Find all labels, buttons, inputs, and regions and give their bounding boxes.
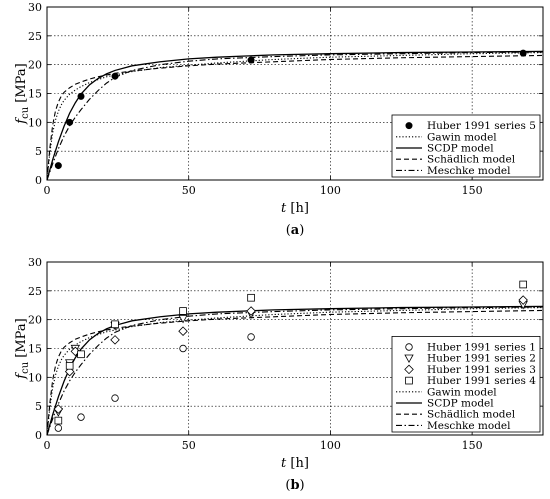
y-tick-label: 30: [28, 1, 42, 14]
series-line-scdp-model: [46, 50, 544, 181]
y-tick-label: 15: [28, 88, 42, 101]
legend-label-huber-1991-series-2: Huber 1991 series 2: [427, 353, 536, 365]
y-tick-label: 25: [28, 285, 42, 298]
x-tick-label: 50: [182, 439, 196, 452]
legend-box: [391, 114, 541, 178]
y-tick-label: 5: [35, 400, 42, 413]
data-point: [54, 424, 63, 432]
legend-label-huber-1991-series-1: Huber 1991 series 1: [427, 342, 536, 354]
x-tick-label: 0: [44, 184, 51, 197]
x-tick-label: 100: [320, 184, 341, 197]
data-point: [246, 306, 256, 316]
legend-label-scdp-model: SCDP model: [427, 143, 494, 155]
x-tick-label: 150: [462, 439, 483, 452]
data-point: [179, 307, 187, 315]
x-tick-label: 150: [462, 184, 483, 197]
data-point: [54, 416, 63, 425]
y-tick-label: 20: [28, 314, 42, 327]
data-point: [66, 118, 74, 126]
data-point: [178, 326, 188, 336]
data-point: [111, 394, 119, 402]
y-axis-label: fcu [MPa]: [14, 63, 31, 124]
data-point: [519, 280, 527, 289]
legend-label-meschke-model: Meschke model: [427, 165, 511, 177]
chart-panel-b: 0 50 100 150 0 5 10 15 20 25 30 t [h] fcu [MPa] Huber…: [14, 256, 544, 493]
data-point: [110, 335, 120, 345]
data-point: [179, 344, 187, 353]
data-point: [247, 293, 255, 302]
y-tick-label: 20: [28, 59, 42, 72]
data-point: [111, 320, 119, 329]
series-line-meschke-model: [46, 306, 544, 436]
legend-label-sch-dlich-model: Schädlich model: [427, 154, 516, 166]
data-point: [53, 404, 64, 414]
series-line-gawin-model: [46, 307, 544, 436]
legend-label-huber-1991-series-3: Huber 1991 series 3: [427, 364, 536, 376]
y-axis-label: fcu [MPa]: [14, 318, 31, 379]
chart-panel-a: 0 50 100 150 0 5 10 15 20 25 30 t [h] fcu [MPa] Huber…: [14, 1, 544, 238]
y-tick-label: 10: [28, 116, 42, 129]
y-tick-label: 5: [35, 145, 42, 158]
series-line-sch-dlich-model: [46, 54, 544, 181]
legend-label-gawin-model: Gawin model: [427, 386, 497, 398]
data-point: [77, 92, 85, 100]
legend-marker-huber-1991-series-4: [405, 376, 413, 385]
data-point: [65, 361, 74, 370]
series-line-gawin-model: [46, 52, 544, 181]
series-line-scdp-model: [46, 305, 544, 436]
y-tick-label: 0: [35, 174, 42, 187]
legend-label-gawin-model: Gawin model: [427, 131, 497, 143]
data-point: [247, 56, 255, 64]
x-axis-label: t [h]: [281, 456, 309, 471]
legend-label-huber-1991-series-4: Huber 1991 series 4: [427, 375, 536, 387]
legend-box: [391, 335, 541, 433]
legend-marker-huber-1991-series-3: [404, 364, 414, 375]
x-axis-label: t [h]: [281, 201, 309, 216]
data-point: [247, 333, 255, 341]
legend-label-huber-1991-series-5: Huber 1991 series 5: [427, 120, 536, 132]
data-point: [519, 49, 527, 57]
data-point: [54, 162, 62, 170]
x-tick-label: 100: [320, 439, 341, 452]
y-tick-label: 0: [35, 429, 42, 442]
series-line-meschke-model: [46, 51, 544, 181]
series-line-sch-dlich-model: [46, 309, 544, 436]
data-point: [518, 295, 528, 305]
y-tick-label: 15: [28, 343, 42, 356]
legend-marker-huber-1991-series-1: [405, 343, 413, 351]
legend-label-scdp-model: SCDP model: [427, 398, 494, 410]
data-point: [77, 350, 85, 359]
panel-caption: (b): [285, 478, 304, 493]
data-point: [178, 314, 188, 324]
legend-label-meschke-model: Meschke model: [427, 420, 511, 432]
y-tick-label: 25: [28, 30, 42, 43]
legend-marker-huber-1991-series-2: [404, 354, 414, 364]
x-tick-label: 50: [182, 184, 196, 197]
legend-label-sch-dlich-model: Schädlich model: [427, 409, 516, 421]
legend-marker-huber-1991-series-5: [405, 122, 413, 130]
panel-caption: (a): [286, 223, 305, 238]
x-tick-label: 0: [44, 439, 51, 452]
y-tick-label: 30: [28, 256, 42, 269]
data-point: [111, 72, 119, 80]
y-tick-label: 10: [28, 371, 42, 384]
data-point: [77, 413, 85, 421]
